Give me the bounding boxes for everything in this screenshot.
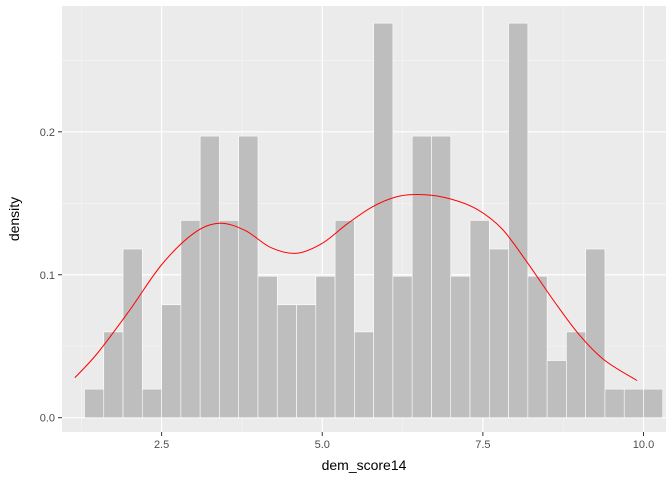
x-tick-label: 10.0 <box>633 439 654 451</box>
histogram-bar <box>122 248 143 419</box>
y-axis-title: density <box>6 197 22 241</box>
histogram-bar <box>219 220 240 419</box>
x-tick-label: 2.5 <box>154 439 169 451</box>
histogram-bar <box>142 388 162 419</box>
histogram-bar <box>392 275 413 419</box>
histogram-bar <box>103 331 124 419</box>
histogram-bars <box>84 22 664 419</box>
histogram-bar <box>315 275 336 419</box>
x-tick-label: 5.0 <box>315 439 330 451</box>
histogram-bar <box>450 275 471 419</box>
histogram-bar <box>180 220 201 419</box>
histogram-bar <box>238 135 259 419</box>
histogram-bar <box>411 135 432 419</box>
histogram-bar <box>488 248 509 419</box>
histogram-bar <box>623 388 644 419</box>
y-axis: 0.0 0.1 0.2 <box>40 127 62 425</box>
histogram-bar <box>354 331 374 419</box>
histogram-bar <box>84 388 105 419</box>
histogram-bar <box>334 220 355 419</box>
y-tick-label: 0.2 <box>40 127 55 139</box>
histogram-bar <box>199 135 220 419</box>
histogram-bar <box>431 135 452 419</box>
y-tick-label: 0.1 <box>40 270 55 282</box>
histogram-bar <box>527 275 548 419</box>
y-tick-label: 0.0 <box>40 413 55 425</box>
histogram-bar <box>257 275 278 419</box>
histogram-bar <box>585 248 606 419</box>
density-curve <box>74 193 638 381</box>
histogram-bar <box>508 22 529 419</box>
histogram-bar <box>276 304 297 419</box>
histogram-bar <box>566 331 586 419</box>
histogram-bar <box>161 304 182 419</box>
histogram-bar <box>546 360 567 419</box>
x-axis: 2.5 5.0 7.5 10.0 <box>154 432 654 451</box>
histogram-bar <box>643 388 664 419</box>
x-tick-label: 7.5 <box>475 439 490 451</box>
histogram-bar <box>604 388 625 419</box>
histogram-bar <box>373 22 394 419</box>
histogram-bar <box>469 220 490 419</box>
x-axis-title: dem_score14 <box>322 457 407 473</box>
histogram-bar <box>296 304 317 419</box>
